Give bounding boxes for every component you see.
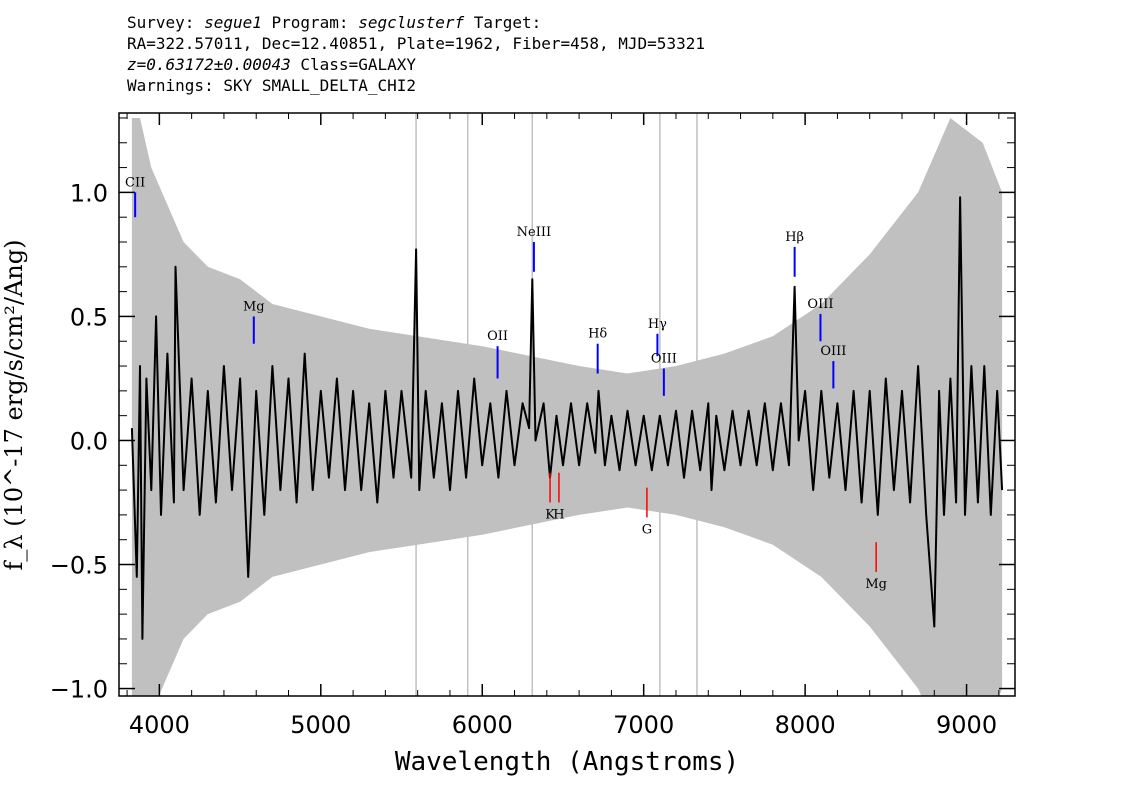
y-axis-label: f_λ (10^-17 erg/s/cm²/Ang) [0, 240, 28, 571]
header-line-3: z=0.63172±0.00043 Class=GALAXY [127, 54, 705, 75]
y-tick-label: 1.0 [70, 179, 108, 207]
emission-line-label: OIII [651, 352, 677, 367]
y-tick-label: −0.5 [50, 552, 108, 580]
emission-line-label: OIII [807, 297, 833, 312]
plot-area [130, 113, 1004, 696]
plot-frame [118, 112, 1016, 697]
line-markers: CII Mg OII NeIII Hδ Hγ OIII Hβ OIII OIII KH G Mg [125, 175, 887, 592]
emission-line-label: NeIII [517, 225, 551, 240]
x-tick-label: 4000 [129, 711, 190, 739]
absorption-line-label: G [642, 522, 652, 537]
emission-line-label: OIII [820, 344, 846, 359]
spectrum-header: Survey: segue1 Program: segclusterf Targ… [127, 12, 705, 96]
header-line-4: Warnings: SKY SMALL_DELTA_CHI2 [127, 76, 416, 95]
absorption-line-label: K [545, 507, 555, 522]
x-tick-label: 7000 [613, 711, 674, 739]
absorption-line-label: Mg [865, 577, 887, 592]
survey-label: Survey: [127, 13, 205, 32]
y-tick-label: 0.0 [70, 427, 108, 455]
emission-line-label: CII [125, 175, 145, 190]
emission-line-label: Hβ [785, 230, 804, 245]
header-line-1: Survey: segue1 Program: segclusterf Targ… [127, 12, 705, 33]
emission-line-label: Hγ [648, 317, 667, 332]
error-envelope [131, 118, 1003, 696]
program-label: Program: [261, 13, 359, 32]
flux-series-line [130, 196, 1004, 640]
redshift-value: z=0.63172±0.00043 [127, 55, 291, 74]
x-axis-label: Wavelength (Angstroms) [395, 747, 739, 777]
x-tick-label: 9000 [936, 711, 997, 739]
program-value: segclusterf [358, 13, 465, 32]
x-tick-label: 8000 [775, 711, 836, 739]
survey-value: segue1 [204, 13, 262, 32]
emission-line-label: Hδ [588, 327, 607, 342]
header-line-2: RA=322.57011, Dec=12.40851, Plate=1962, … [127, 34, 705, 53]
axes: 4000 5000 6000 7000 8000 9000 1.0 0.5 0.0 −0.5 −1.… [50, 113, 1015, 739]
y-tick-label: −1.0 [50, 676, 108, 704]
emission-line-label: OII [487, 329, 508, 344]
x-tick-label: 5000 [290, 711, 351, 739]
class-value: Class=GALAXY [290, 55, 416, 74]
absorption-line-label: H [553, 507, 564, 522]
y-tick-label: 0.5 [70, 303, 108, 331]
target-label: Target: [464, 13, 542, 32]
emission-line-label: Mg [243, 299, 265, 314]
x-tick-label: 6000 [452, 711, 513, 739]
